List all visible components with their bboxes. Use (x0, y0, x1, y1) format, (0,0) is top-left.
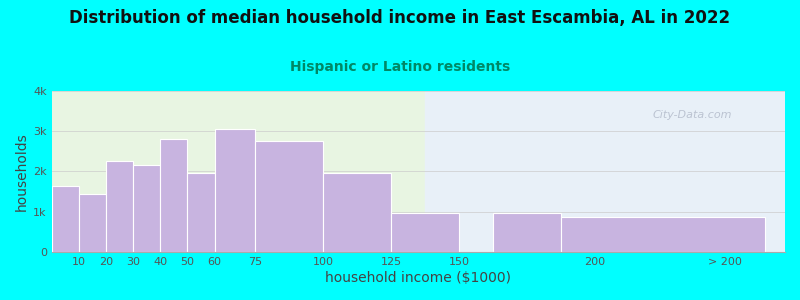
Text: City-Data.com: City-Data.com (653, 110, 733, 120)
X-axis label: household income ($1000): household income ($1000) (326, 271, 511, 285)
Bar (214, 129, 255, 252)
Text: Hispanic or Latino residents: Hispanic or Latino residents (290, 60, 510, 74)
Text: Distribution of median household income in East Escambia, AL in 2022: Distribution of median household income … (70, 9, 730, 27)
Y-axis label: households: households (15, 132, 29, 211)
Bar (561, 217, 765, 252)
Bar (79, 194, 106, 252)
Bar (323, 173, 391, 252)
Bar (106, 161, 133, 252)
Bar (187, 173, 214, 252)
Bar (52, 186, 79, 252)
Bar (425, 91, 785, 252)
Bar (133, 165, 160, 252)
Bar (52, 91, 425, 252)
Bar (391, 213, 459, 252)
Bar (255, 141, 323, 252)
Bar (493, 213, 561, 252)
Bar (160, 139, 187, 252)
